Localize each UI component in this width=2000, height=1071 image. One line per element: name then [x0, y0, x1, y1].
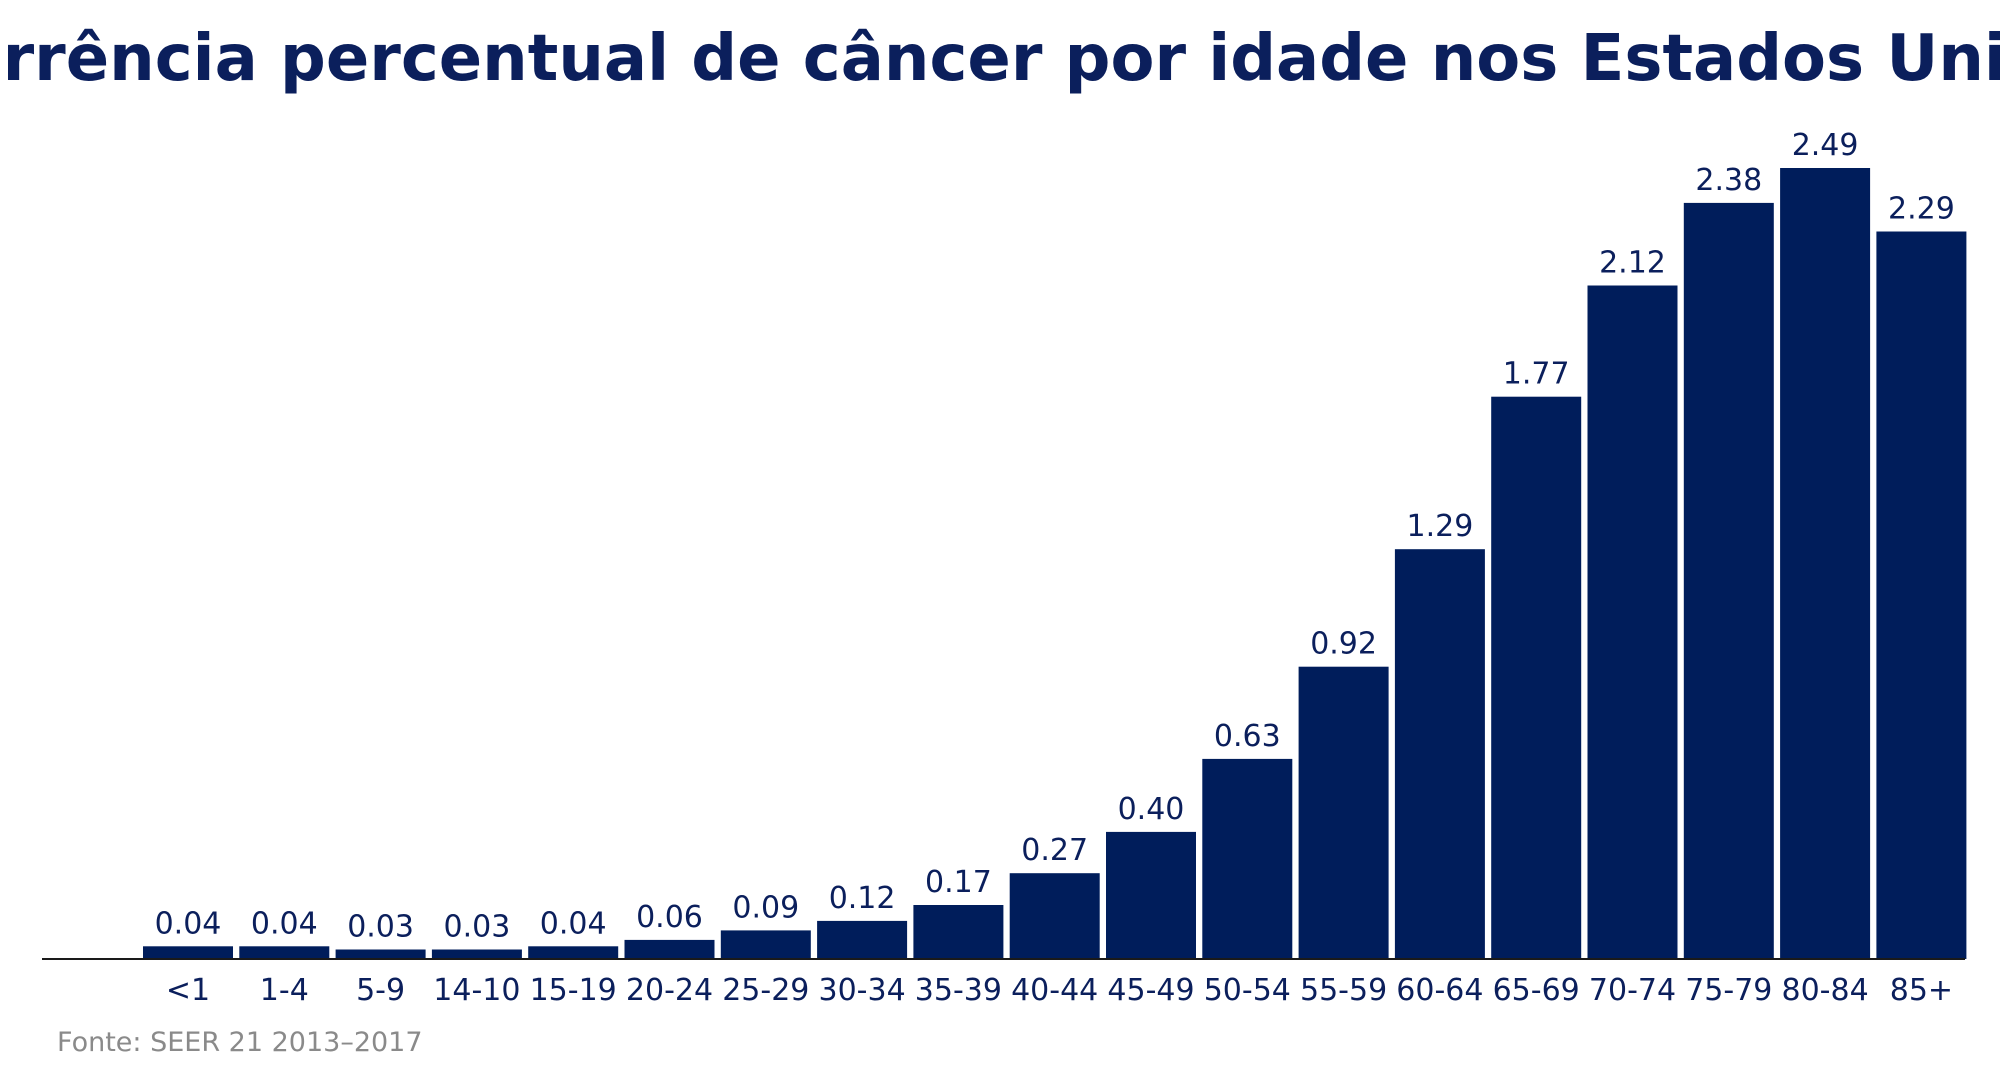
- x-tick-label-7: 30-34: [819, 973, 906, 1008]
- x-tick-label-12: 55-59: [1300, 973, 1387, 1008]
- bar-8: [913, 905, 1004, 959]
- value-label-5: 0.06: [636, 900, 703, 935]
- value-labels-group: 0.04 0.04 0.03 0.03 0.04 0.06 0.09 0.12 0.17 0.27…: [155, 128, 1955, 945]
- x-tick-label-10: 45-49: [1107, 973, 1194, 1008]
- bar-18: [1876, 231, 1967, 959]
- bar-4: [528, 946, 619, 959]
- value-label-16: 2.38: [1695, 163, 1762, 198]
- bar-12: [1298, 666, 1389, 959]
- x-tick-label-13: 60-64: [1396, 973, 1483, 1008]
- value-label-18: 2.29: [1888, 192, 1955, 227]
- value-label-3: 0.03: [444, 910, 511, 945]
- value-label-1: 0.04: [251, 906, 318, 941]
- x-tick-label-0: <1: [166, 973, 210, 1008]
- value-label-12: 0.92: [1310, 627, 1377, 662]
- bar-5: [624, 939, 715, 959]
- source-note: Fonte: SEER 21 2013–2017: [57, 1027, 423, 1058]
- bar-7: [817, 920, 908, 959]
- x-tick-label-4: 15-19: [530, 973, 617, 1008]
- bar-9: [1009, 873, 1100, 959]
- bar-1: [239, 946, 330, 959]
- x-tick-label-6: 25-29: [722, 973, 809, 1008]
- chart-title: Ocorrência percentual de câncer por idad…: [0, 22, 2000, 96]
- x-tick-label-18: 85+: [1890, 973, 1953, 1008]
- value-label-11: 0.63: [1214, 719, 1281, 754]
- bars-group: [143, 168, 1967, 959]
- value-label-8: 0.17: [925, 865, 992, 900]
- value-label-15: 2.12: [1599, 246, 1666, 281]
- value-label-7: 0.12: [829, 881, 896, 916]
- value-label-4: 0.04: [540, 906, 607, 941]
- value-label-14: 1.77: [1503, 357, 1570, 392]
- x-tick-label-9: 40-44: [1011, 973, 1098, 1008]
- bar-15: [1587, 285, 1678, 959]
- x-tick-label-2: 5-9: [356, 973, 405, 1008]
- value-label-0: 0.04: [155, 906, 222, 941]
- value-label-2: 0.03: [347, 910, 414, 945]
- x-tick-label-1: 1-4: [260, 973, 309, 1008]
- x-tick-label-15: 70-74: [1589, 973, 1676, 1008]
- value-label-10: 0.40: [1118, 792, 1185, 827]
- x-tick-label-11: 50-54: [1204, 973, 1291, 1008]
- value-label-17: 2.49: [1792, 128, 1859, 163]
- value-label-6: 0.09: [732, 890, 799, 925]
- bar-2: [335, 949, 426, 959]
- x-tick-label-3: 14-10: [433, 973, 520, 1008]
- bar-6: [720, 930, 811, 959]
- bar-0: [143, 946, 233, 959]
- value-label-9: 0.27: [1021, 833, 1088, 868]
- x-tick-label-5: 20-24: [626, 973, 713, 1008]
- x-tick-label-17: 80-84: [1782, 973, 1869, 1008]
- bar-11: [1202, 758, 1293, 959]
- bar-3: [431, 949, 522, 959]
- x-tick-labels: <1 1-4 5-9 14-10 15-19 20-24 25-29 30-34 35-39 40…: [166, 973, 1953, 1008]
- x-tick-label-16: 75-79: [1685, 973, 1772, 1008]
- bar-10: [1106, 831, 1196, 959]
- x-tick-label-14: 65-69: [1493, 973, 1580, 1008]
- x-tick-label-8: 35-39: [915, 973, 1002, 1008]
- bar-13: [1394, 549, 1485, 959]
- value-label-13: 1.29: [1407, 509, 1474, 544]
- bar-14: [1491, 396, 1582, 959]
- bar-16: [1683, 202, 1774, 959]
- bar-17: [1780, 168, 1871, 959]
